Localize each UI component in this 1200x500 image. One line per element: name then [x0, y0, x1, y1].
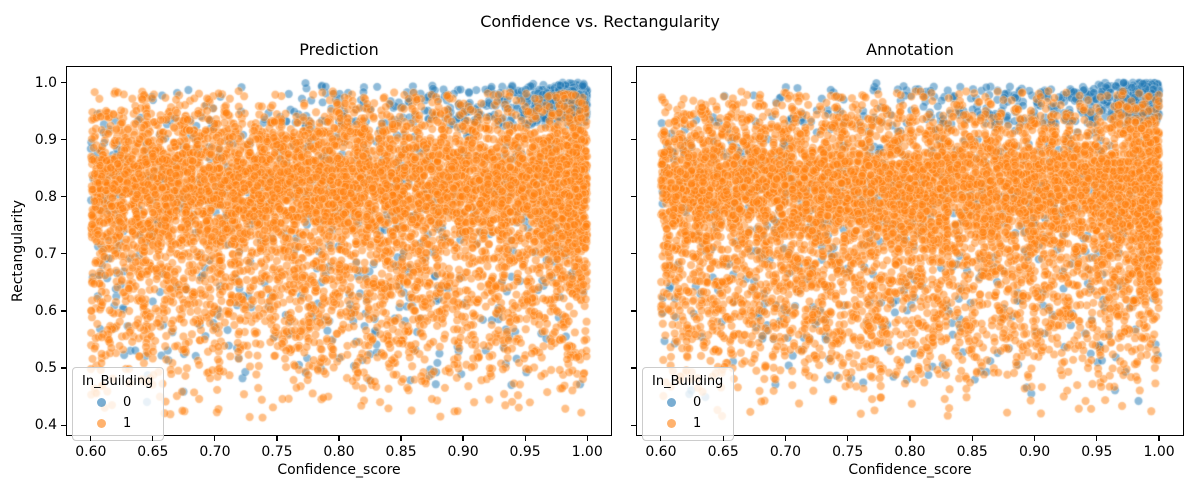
- x-tick-label: 0.65: [707, 444, 739, 460]
- x-tick-mark: [971, 436, 973, 441]
- x-tick-label: 0.75: [832, 444, 864, 460]
- legend-label-class1: 1: [123, 416, 132, 431]
- x-tick-mark: [400, 436, 402, 441]
- y-tick-mark: [61, 310, 66, 312]
- legend-entry: 1: [82, 413, 153, 434]
- y-tick-mark: [631, 81, 636, 84]
- figure-suptitle: Confidence vs. Rectangularity: [480, 12, 720, 31]
- y-tick-mark: [631, 310, 636, 312]
- y-tick-label: 0.9: [34, 131, 57, 148]
- legend-title: In_Building: [82, 374, 154, 389]
- y-tick-mark: [631, 196, 636, 198]
- x-tick-mark: [152, 436, 154, 441]
- x-tick-mark: [909, 436, 911, 441]
- y-tick-mark: [631, 424, 636, 426]
- legend-label-class0: 0: [123, 395, 132, 410]
- y-tick-mark: [61, 139, 66, 141]
- x-tick-mark: [524, 436, 526, 441]
- x-tick-label: 0.75: [261, 444, 293, 460]
- x-tick-mark: [847, 436, 849, 441]
- x-tick-label: 0.65: [137, 444, 169, 460]
- x-tick-label: 0.70: [199, 444, 231, 460]
- y-tick-label: 0.7: [34, 245, 57, 262]
- y-tick-label: 0.5: [34, 360, 57, 377]
- y-tick-mark: [631, 139, 636, 141]
- legend-title: In_Building: [652, 374, 724, 389]
- y-tick-mark: [61, 253, 66, 255]
- x-tick-mark: [338, 436, 340, 441]
- x-tick-mark: [90, 436, 92, 441]
- legend-entry: 0: [652, 392, 723, 413]
- x-tick-mark: [276, 436, 278, 441]
- x-tick-label: 0.85: [385, 444, 417, 460]
- y-tick-label: 0.4: [34, 417, 57, 434]
- x-tick-mark: [660, 436, 662, 441]
- y-tick-label: 0.6: [34, 302, 57, 319]
- x-axis-label-annotation: Confidence_score: [848, 462, 972, 478]
- panel-title-annotation: Annotation: [866, 40, 954, 59]
- y-tick-mark: [61, 367, 66, 369]
- legend-marker-class0-icon: [667, 398, 676, 407]
- x-tick-label: 0.80: [894, 444, 926, 460]
- y-tick-mark: [61, 196, 66, 198]
- legend-marker-class1-icon: [667, 419, 676, 428]
- legend-annotation: In_Building 0 1: [642, 367, 735, 441]
- legend-entry: 1: [652, 413, 723, 434]
- x-tick-mark: [722, 436, 724, 441]
- x-tick-mark: [1158, 436, 1160, 441]
- x-tick-label: 0.85: [956, 444, 988, 460]
- legend-label-class1: 1: [693, 416, 702, 431]
- y-tick-mark: [61, 81, 66, 84]
- legend-entry: 0: [82, 392, 153, 413]
- x-tick-label: 0.95: [509, 444, 541, 460]
- legend-marker-class0-icon: [97, 398, 106, 407]
- y-tick-mark: [631, 253, 636, 255]
- x-tick-label: 0.70: [769, 444, 802, 460]
- y-tick-mark: [631, 367, 636, 369]
- panel-title-prediction: Prediction: [299, 40, 379, 59]
- x-tick-label: 0.90: [447, 444, 479, 460]
- x-tick-mark: [784, 436, 787, 441]
- x-tick-label: 0.60: [75, 444, 107, 460]
- x-tick-label: 0.60: [645, 444, 677, 460]
- legend-prediction: In_Building 0 1: [72, 367, 165, 441]
- plot-area-prediction: [66, 66, 612, 436]
- x-tick-mark: [1096, 436, 1098, 441]
- y-tick-label: 0.8: [34, 188, 57, 205]
- x-tick-label: 0.90: [1018, 444, 1051, 460]
- x-tick-label: 1.00: [571, 444, 603, 460]
- x-tick-label: 0.95: [1081, 444, 1113, 460]
- x-tick-mark: [462, 436, 464, 441]
- x-tick-mark: [586, 436, 588, 441]
- plot-area-annotation: [636, 66, 1184, 436]
- x-tick-label: 1.00: [1143, 444, 1175, 460]
- x-tick-label: 0.80: [323, 444, 355, 460]
- x-tick-mark: [1033, 436, 1036, 441]
- y-tick-label: 1.0: [34, 74, 57, 91]
- legend-label-class0: 0: [693, 395, 702, 410]
- x-tick-mark: [214, 436, 216, 441]
- y-tick-mark: [61, 424, 66, 426]
- x-axis-label-prediction: Confidence_score: [277, 462, 401, 478]
- legend-marker-class1-icon: [97, 419, 106, 428]
